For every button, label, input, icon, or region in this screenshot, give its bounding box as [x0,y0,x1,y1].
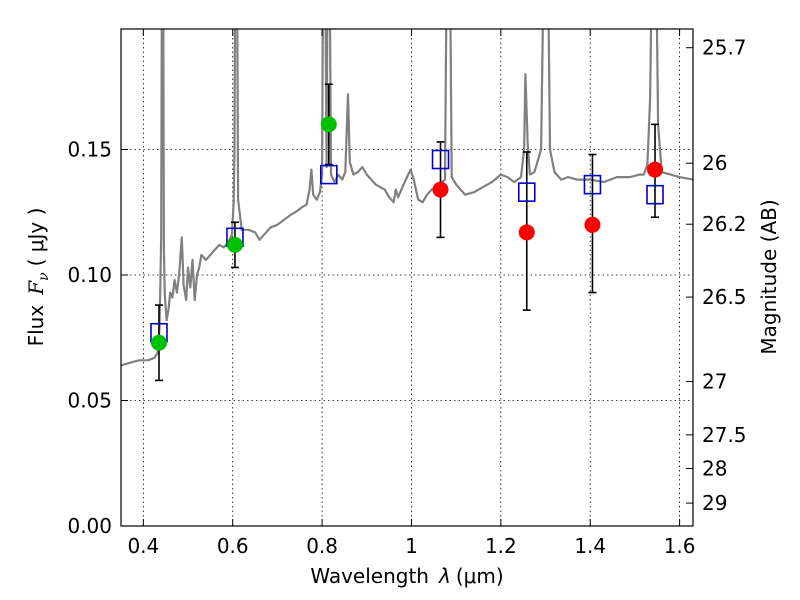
observed-green-point [226,236,243,253]
observed-red-point [647,161,664,178]
y-axis-label-prefix: Flux [24,305,48,347]
x-axis-label-symbol: λ [438,564,451,588]
mag-tick-label: 27 [702,370,727,394]
x-tick-label: 1 [405,534,418,558]
model-photometry-marker [517,182,536,202]
observed-red-point [584,216,601,233]
y-tick-label: 0.10 [67,263,112,287]
y-axis-label-subscript: ν [36,272,52,281]
x-axis-label-prefix: Wavelength [310,564,429,588]
x-axis-label-unit: (μm) [456,564,504,588]
y-axis-label-symbol: F [24,280,48,296]
mag-tick-label: 26.2 [702,212,747,236]
y-axis-label-unit: ( μJy ) [24,208,48,267]
x-tick-label: 1.6 [664,534,696,558]
x-tick-label: 0.4 [127,534,159,558]
x-tick-label: 0.8 [306,534,338,558]
data-layer [121,29,693,382]
x-tick-label: 1.4 [574,534,606,558]
model-photometry-marker [319,164,338,185]
mag-tick-label: 26 [702,151,727,175]
observed-red-point [518,224,535,241]
model-photometry-marker [646,184,664,205]
model-photometry-marker [431,149,450,170]
x-tick-label: 1.2 [485,534,517,558]
mag-tick-label: 27.5 [702,423,747,447]
x-axis-label: Wavelength λ (μm) [310,564,503,588]
mag-tick-label: 29 [702,491,727,515]
observed-red-point [432,181,449,198]
y-tick-label: 0.15 [67,137,112,161]
x-tick-label: 0.6 [217,534,249,558]
axis-ticks: 0.4 0.6 0.8 1 1.2 1.4 1.6 0.00 0.05 0.10 0.15 25.7 2… [67,29,747,558]
mag-tick-label: 26.5 [702,285,747,309]
mag-tick-label: 28 [702,456,727,480]
observed-green-point [150,334,167,351]
mag-tick-label: 25.7 [702,36,747,60]
model-photometry-marker [583,174,602,195]
observed-green-point [320,116,337,133]
y-tick-label: 0.00 [67,514,112,538]
grid-lines [121,29,693,526]
plot-frame [120,28,694,527]
y-axis-label: Flux Fν ( μJy ) [24,208,52,347]
y2-axis-label: Magnitude (AB) [757,199,781,354]
plot-background [121,29,693,526]
y-tick-label: 0.05 [67,388,112,412]
